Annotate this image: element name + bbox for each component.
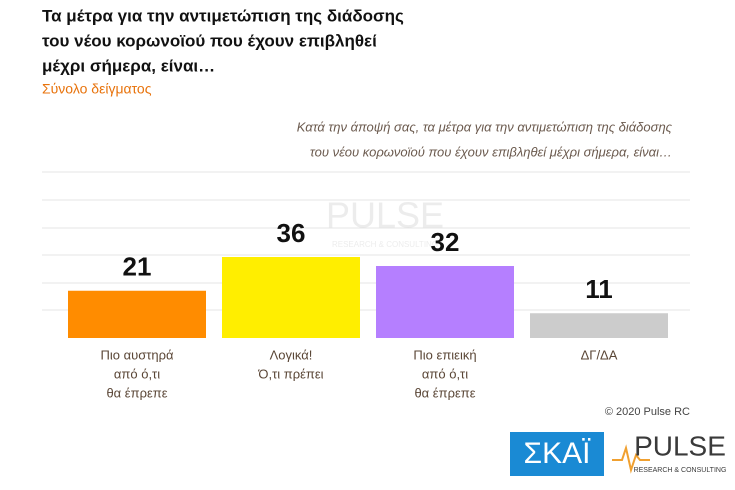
bar [530, 313, 668, 338]
watermark: PULSE RESEARCH & CONSULTING [326, 195, 444, 250]
bar [222, 257, 360, 338]
value-label: 11 [585, 274, 613, 304]
question: του νέου κορωνοϊού που έχουν επιβληθεί μ… [310, 144, 672, 159]
skai-logo [510, 432, 604, 476]
x-tick-label: θα έπρεπε [106, 385, 167, 400]
chart-title: Τα μέτρα για την αντιμετώπιση της διάδοσ… [42, 6, 404, 25]
pulse-logo-icon [612, 444, 650, 474]
question: Κατά την άποψή σας, τα μέτρα για την αντ… [297, 119, 673, 134]
copyright: © 2020 Pulse RC [605, 406, 690, 418]
x-tick-label: Λογικά! [270, 347, 313, 362]
value-label: 21 [123, 252, 152, 282]
x-tick-label: Πιο επιεική [413, 347, 476, 362]
pulse-logo-sub: RESEARCH & CONSULTING [634, 467, 727, 474]
x-tick-label: Πιο αυστηρά [100, 347, 174, 362]
bar [376, 266, 514, 338]
question-bg [0, 112, 735, 164]
x-tick-label: Ό,τι πρέπει [257, 366, 323, 381]
chart-title: μέχρι σήμερα, είναι… [42, 56, 215, 75]
skai-logo-text: ΣΚΑΪ [524, 437, 592, 470]
watermark-sub: RESEARCH & CONSULTING [332, 240, 438, 249]
subtitle: Σύνολο δείγματος [42, 81, 152, 97]
x-tick-label: θα έπρεπε [414, 385, 475, 400]
chart-title: του νέου κορωνοϊού που έχουν επιβληθεί [42, 31, 377, 50]
x-tick-label: από ό,τι [422, 366, 468, 381]
value-label: 32 [431, 227, 460, 257]
x-tick-label: ΔΓ/ΔΑ [581, 347, 618, 362]
x-tick-label: από ό,τι [114, 366, 160, 381]
value-label: 36 [277, 218, 306, 248]
bar [68, 290, 206, 338]
pulse-logo-text: PULSE [634, 430, 726, 461]
watermark-text: PULSE [326, 195, 444, 236]
